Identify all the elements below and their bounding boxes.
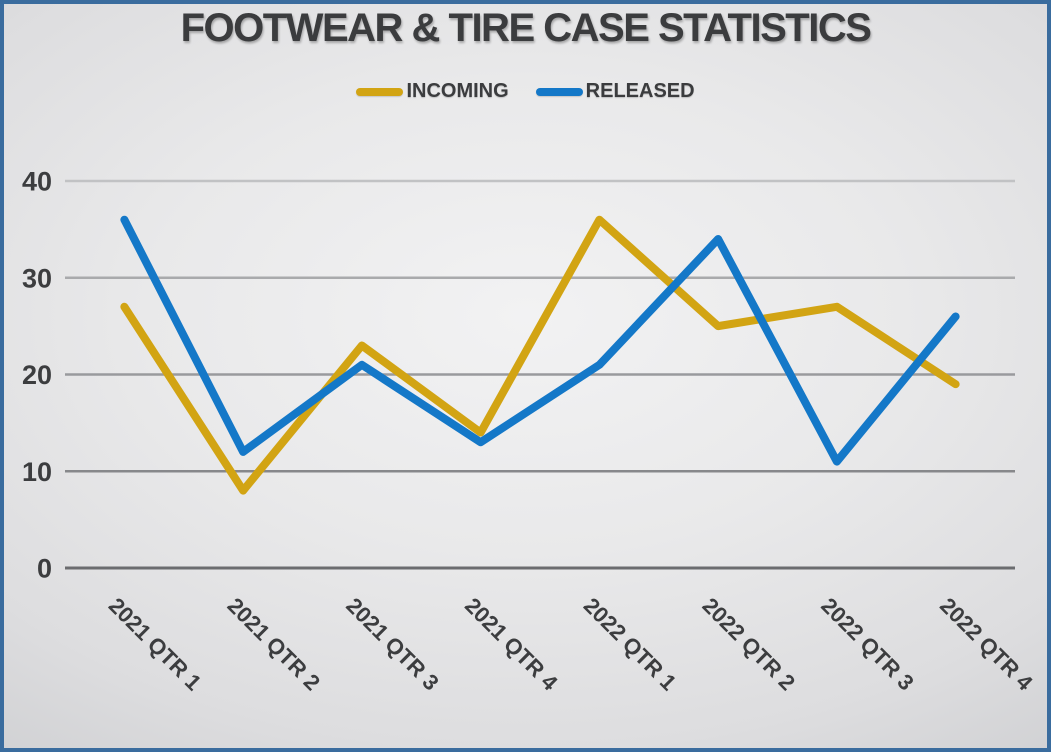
legend-label-incoming: INCOMING (406, 80, 509, 102)
y-axis-tick-label-10: 10 (22, 457, 52, 487)
y-axis-tick-label-20: 20 (22, 360, 52, 390)
y-axis-tick-label-0: 0 (37, 554, 52, 584)
released-line-swatch-icon (535, 87, 583, 96)
series-line-incoming (120, 215, 960, 495)
y-axis-tick-label-40: 40 (22, 167, 52, 197)
y-axis-tick-label-30: 30 (22, 263, 52, 293)
legend-label-released: RELEASED (585, 80, 695, 102)
legend-item-released: RELEASED (535, 80, 695, 103)
chart-title: FOOTWEAR & TIRE CASE STATISTICS (180, 6, 872, 50)
legend-item-incoming: INCOMING (356, 80, 509, 103)
x-axis-category-label: 2022 QTR 3 (816, 593, 918, 695)
incoming-line-swatch-icon (356, 87, 404, 96)
x-axis-category-label: 2021 QTR 2 (223, 593, 325, 695)
x-axis-category-label: 2021 QTR 1 (104, 593, 206, 695)
x-axis-category-label: 2022 QTR 4 (935, 593, 1038, 696)
x-axis-category-label: 2021 QTR 3 (341, 593, 443, 695)
series-line-released (120, 215, 960, 466)
x-axis-category-label: 2022 QTR 2 (698, 593, 800, 695)
x-axis-category-label: 2021 QTR 4 (460, 593, 563, 696)
legend: INCOMING RELEASED (0, 80, 1051, 103)
x-axis-category-label: 2022 QTR 1 (579, 593, 681, 695)
